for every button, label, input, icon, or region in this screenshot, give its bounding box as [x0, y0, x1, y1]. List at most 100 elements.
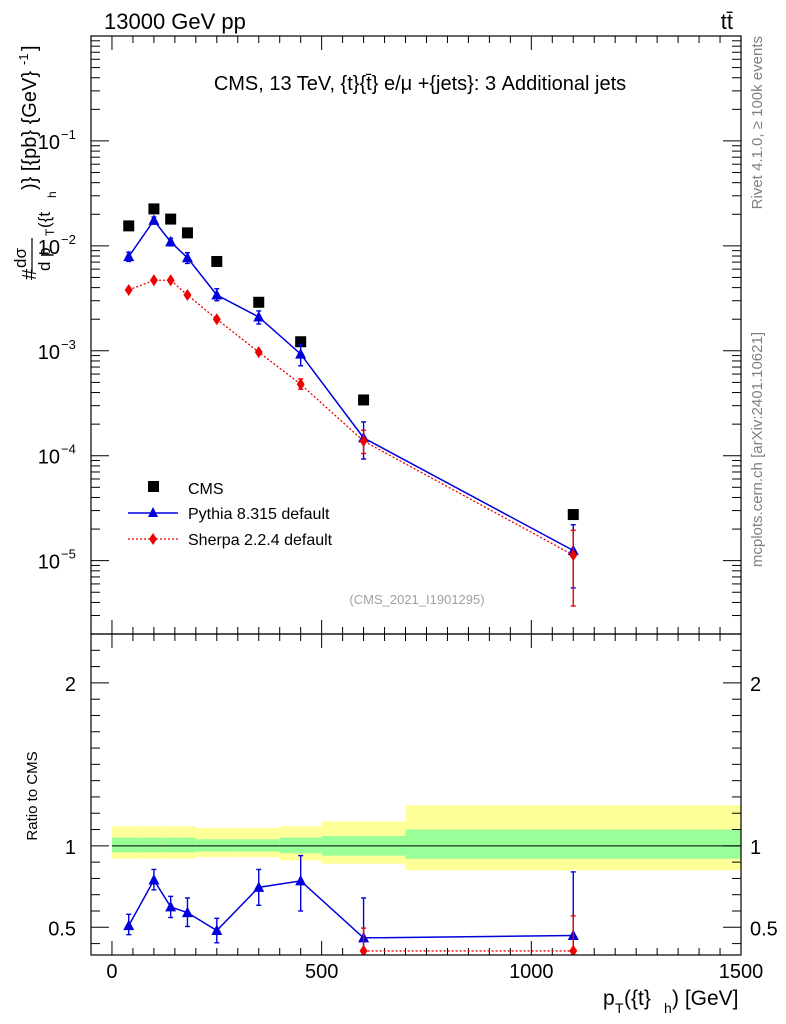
frames	[90, 35, 742, 956]
main-y-axis-label: # dσ d p T ({t h )} [{pb} {GeV} -1 ]	[11, 45, 59, 280]
series-sherpa-2-2-4-default	[124, 274, 578, 607]
x-axis-label: p T ({t} h ) [GeV]	[603, 987, 739, 1016]
ratio-point-4	[211, 924, 223, 936]
main-y-tick-label-4: 10 −5	[38, 547, 76, 574]
band-inner-bin-1	[141, 837, 163, 853]
main-y-tick-exp: −1	[61, 127, 76, 142]
legend-label-sherpa: Sherpa 2.2.4 default	[188, 532, 333, 549]
legend-marker-pythia	[148, 507, 158, 517]
x-label-sub-t: T	[615, 1000, 624, 1016]
data-point-2	[165, 213, 177, 225]
legend-label-pythia: Pythia 8.315 default	[188, 506, 330, 523]
band-inner-bin-8	[405, 829, 741, 859]
x-label-tail: ) [GeV]	[672, 987, 739, 1010]
data-point-5	[253, 310, 265, 322]
data-point-5	[254, 346, 263, 359]
data-point-3	[181, 251, 193, 263]
ratio-point-5	[253, 881, 265, 892]
ratio-y-tick-label-right-1: 1	[750, 837, 761, 859]
main-y-tick-label-3: 10 −4	[38, 442, 76, 469]
data-point-6	[296, 378, 305, 391]
ratio-point-1	[148, 874, 160, 885]
ratio-y-tick-label-right-2: 2	[750, 674, 761, 696]
data-point-1	[149, 274, 158, 287]
x-tick-label-3: 1500	[719, 961, 764, 983]
legend-label-cms: CMS	[188, 481, 224, 498]
data-point-1	[148, 214, 160, 225]
ratio-series-pythia-8-315-default	[123, 854, 579, 955]
ratio-point-1	[569, 944, 578, 955]
data-point-7	[358, 394, 370, 406]
ratio-line	[128, 878, 574, 939]
main-axes: 10−110−210−310−410−5	[38, 35, 742, 635]
main-series	[123, 203, 579, 607]
data-point-0	[123, 220, 135, 232]
band-inner-bin-0	[111, 837, 142, 853]
main-y-tick-label-2: 10 −3	[38, 337, 76, 364]
ratio-point-3	[181, 906, 193, 918]
ratio-y-tick-label-right-0: 0.5	[750, 918, 778, 940]
data-point-3	[181, 227, 193, 239]
data-point-0	[123, 250, 135, 262]
main-y-tick-label-0: 10 −1	[38, 127, 76, 154]
ratio-series	[123, 854, 579, 955]
ratio-y-tick-label-left-2: 2	[65, 674, 76, 696]
data-point-3	[183, 289, 192, 302]
plot-title: CMS, 13 TeV, {t}{t̄} e/μ +{jets}: 3 Addi…	[214, 73, 626, 95]
main-y-tick-base: 10	[38, 552, 60, 574]
energy-label: 13000 GeV pp	[104, 9, 246, 34]
series-line	[128, 219, 574, 552]
x-label-paren: ({t}	[624, 987, 651, 1010]
y-label-sub-h: h	[45, 191, 59, 198]
legend-marker-cms	[148, 481, 159, 492]
x-label-p: p	[603, 987, 615, 1010]
ratio-y-tick-label-left-1: 1	[65, 837, 76, 859]
x-tick-label-2: 1000	[509, 961, 554, 983]
band-inner-bin-3	[179, 837, 196, 853]
ratio-point-0	[123, 919, 135, 931]
process-label: tt̄	[721, 9, 733, 34]
analysis-id: (CMS_2021_I1901295)	[349, 592, 484, 607]
data-point-0	[124, 283, 133, 296]
data-point-2	[166, 274, 175, 287]
data-point-4	[211, 255, 223, 267]
y-label-num: dσ	[11, 248, 30, 268]
main-y-tick-base: 10	[38, 132, 60, 154]
side-text-rivet: Rivet 4.1.0, ≥ 100k events	[749, 36, 766, 209]
x-tick-label-0: 0	[106, 961, 117, 983]
ratio-point-6	[295, 874, 307, 886]
legend-marker-sherpa	[149, 533, 157, 545]
y-label-sub-t: T	[43, 228, 57, 236]
ratio-frame	[90, 633, 742, 956]
data-point-1	[148, 203, 160, 215]
data-point-2	[165, 235, 177, 247]
main-y-tick-exp: −4	[61, 442, 76, 457]
x-label-sub-h: h	[664, 1000, 672, 1016]
data-point-4	[212, 313, 221, 326]
main-y-tick-base: 10	[38, 342, 60, 364]
data-point-6	[295, 336, 307, 348]
data-point-4	[211, 289, 223, 300]
main-y-tick-exp: −5	[61, 547, 76, 562]
main-y-tick-label-1: 10 −2	[38, 232, 76, 259]
ratio-y-tick-label-left-0: 0.5	[48, 918, 76, 940]
data-point-8	[567, 509, 579, 521]
ratio-series-sherpa-2-2-4-default	[359, 915, 578, 955]
ratio-point-0	[359, 944, 368, 955]
y-label-paren: ({t	[35, 212, 54, 228]
data-point-7	[359, 435, 368, 448]
y-label-sup: -1	[16, 53, 31, 65]
data-point-6	[295, 348, 307, 359]
band-inner-bin-2	[162, 837, 180, 853]
data-point-8	[569, 549, 578, 562]
series-cms	[123, 203, 579, 521]
ratio-point-2	[165, 900, 177, 912]
x-tick-label-1: 500	[305, 961, 338, 983]
legend: CMS Pythia 8.315 default Sherpa 2.2.4 de…	[128, 481, 333, 549]
ratio-uncertainty-bands	[111, 805, 741, 871]
y-label-hash: #	[19, 268, 41, 280]
y-label-tail: )} [{pb} {GeV}	[19, 71, 41, 190]
main-y-tick-base: 10	[38, 447, 60, 469]
main-y-tick-base: 10	[38, 237, 60, 259]
